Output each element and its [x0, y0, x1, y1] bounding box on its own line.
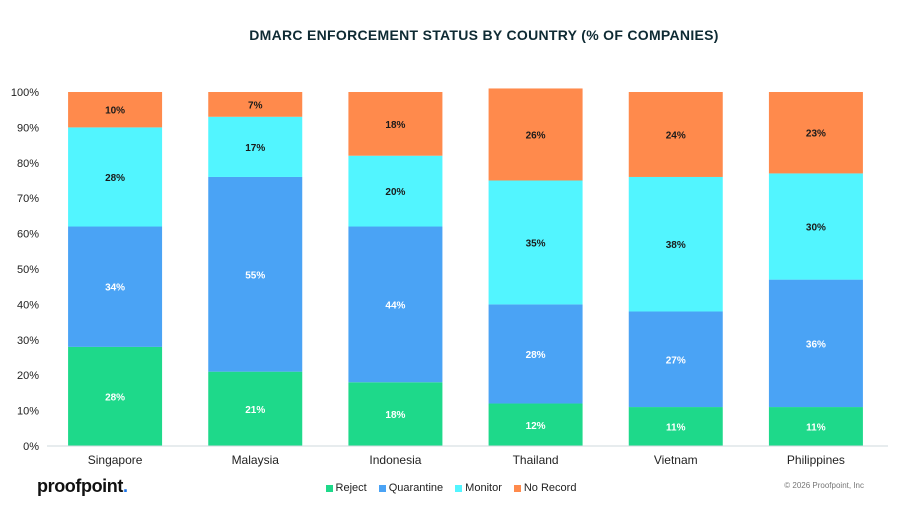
bar-segment-reject — [628, 407, 723, 446]
bar-segment-monitor — [628, 176, 723, 312]
data-label: 28% — [105, 173, 125, 184]
bar-segment-reject — [68, 346, 163, 446]
y-tick-label: 90% — [17, 122, 39, 134]
legend-item-monitor: Monitor — [455, 482, 502, 494]
bar-segment-quarantine — [768, 279, 863, 408]
y-tick-label: 80% — [17, 158, 39, 170]
x-tick-label: Malaysia — [232, 453, 280, 467]
legend-swatch-monitor — [455, 484, 463, 492]
bar-segment-quarantine — [628, 311, 723, 408]
data-label: 17% — [245, 143, 265, 154]
legend-label-monitor: Monitor — [465, 482, 502, 494]
bar-segment-reject — [208, 371, 303, 446]
bar-segment-reject — [348, 382, 443, 446]
data-label: 55% — [245, 270, 265, 281]
bar-segment-quarantine — [488, 304, 583, 404]
chart-title: DMARC ENFORCEMENT STATUS BY COUNTRY (% O… — [249, 27, 719, 43]
data-label: 44% — [385, 300, 405, 311]
data-label: 30% — [806, 223, 826, 234]
bar-segment-monitor — [488, 180, 583, 305]
y-tick-label: 100% — [11, 87, 39, 99]
x-tick-label: Thailand — [513, 453, 559, 467]
data-label: 23% — [806, 129, 826, 140]
data-label: 18% — [385, 410, 405, 421]
brand-name: proofpoint — [37, 476, 123, 496]
x-tick-label: Singapore — [88, 453, 143, 467]
legend-swatch-reject — [325, 484, 333, 492]
data-label: 12% — [526, 421, 546, 432]
bar-segment-no-record — [68, 92, 163, 128]
y-tick-label: 60% — [17, 229, 39, 241]
bar-segment-no-record — [488, 88, 583, 181]
x-tick-label: Philippines — [787, 453, 845, 467]
y-tick-label: 10% — [17, 406, 39, 418]
y-tick-label: 50% — [17, 264, 39, 276]
bar-segment-quarantine — [68, 226, 163, 347]
data-label: 26% — [526, 130, 546, 141]
data-label: 10% — [105, 106, 125, 117]
data-label: 28% — [105, 392, 125, 403]
bar-segment-no-record — [768, 92, 863, 174]
bar-segment-monitor — [208, 116, 303, 177]
bar-segment-no-record — [628, 92, 723, 177]
data-label: 28% — [526, 350, 546, 361]
bar-segment-monitor — [68, 127, 163, 227]
x-tick-label: Indonesia — [369, 453, 421, 467]
data-label: 35% — [526, 238, 546, 249]
data-label: 34% — [105, 283, 125, 294]
bar-segment-quarantine — [348, 226, 443, 383]
data-label: 18% — [385, 120, 405, 131]
legend-label-no-record: No Record — [523, 482, 577, 494]
data-label: 24% — [666, 130, 686, 141]
bar-segment-monitor — [768, 173, 863, 280]
data-label: 7% — [248, 100, 263, 111]
data-label: 38% — [666, 240, 686, 251]
legend-item-reject: Reject — [325, 482, 367, 494]
bar-segment-no-record — [208, 92, 303, 117]
data-label: 11% — [666, 423, 686, 434]
bar-segment-reject — [488, 403, 583, 446]
copyright-notice: © 2026 Proofpoint, Inc — [784, 481, 864, 490]
x-tick-label: Vietnam — [654, 453, 698, 467]
data-label: 21% — [245, 405, 265, 416]
proofpoint-logo: proofpoint. — [37, 476, 128, 497]
bar-segment-reject — [768, 407, 863, 446]
legend-item-no-record: No Record — [513, 482, 577, 494]
bar-segment-quarantine — [208, 176, 303, 372]
y-tick-label: 0% — [23, 441, 39, 453]
chart-legend: Reject Quarantine Monitor No Record — [0, 482, 902, 494]
legend-label-quarantine: Quarantine — [388, 482, 444, 494]
data-label: 20% — [385, 187, 405, 198]
data-label: 11% — [806, 423, 826, 434]
brand-dot: . — [122, 476, 128, 496]
y-tick-label: 30% — [17, 335, 39, 347]
data-label: 36% — [806, 339, 826, 350]
legend-swatch-no-record — [513, 484, 521, 492]
y-tick-label: 70% — [17, 193, 39, 205]
bar-segment-monitor — [348, 155, 443, 227]
legend-swatch-quarantine — [378, 484, 386, 492]
y-tick-label: 20% — [17, 370, 39, 382]
bar-segment-no-record — [348, 92, 443, 156]
data-label: 27% — [666, 355, 686, 366]
y-tick-label: 40% — [17, 299, 39, 311]
legend-label-reject: Reject — [335, 482, 367, 494]
legend-item-quarantine: Quarantine — [378, 482, 444, 494]
